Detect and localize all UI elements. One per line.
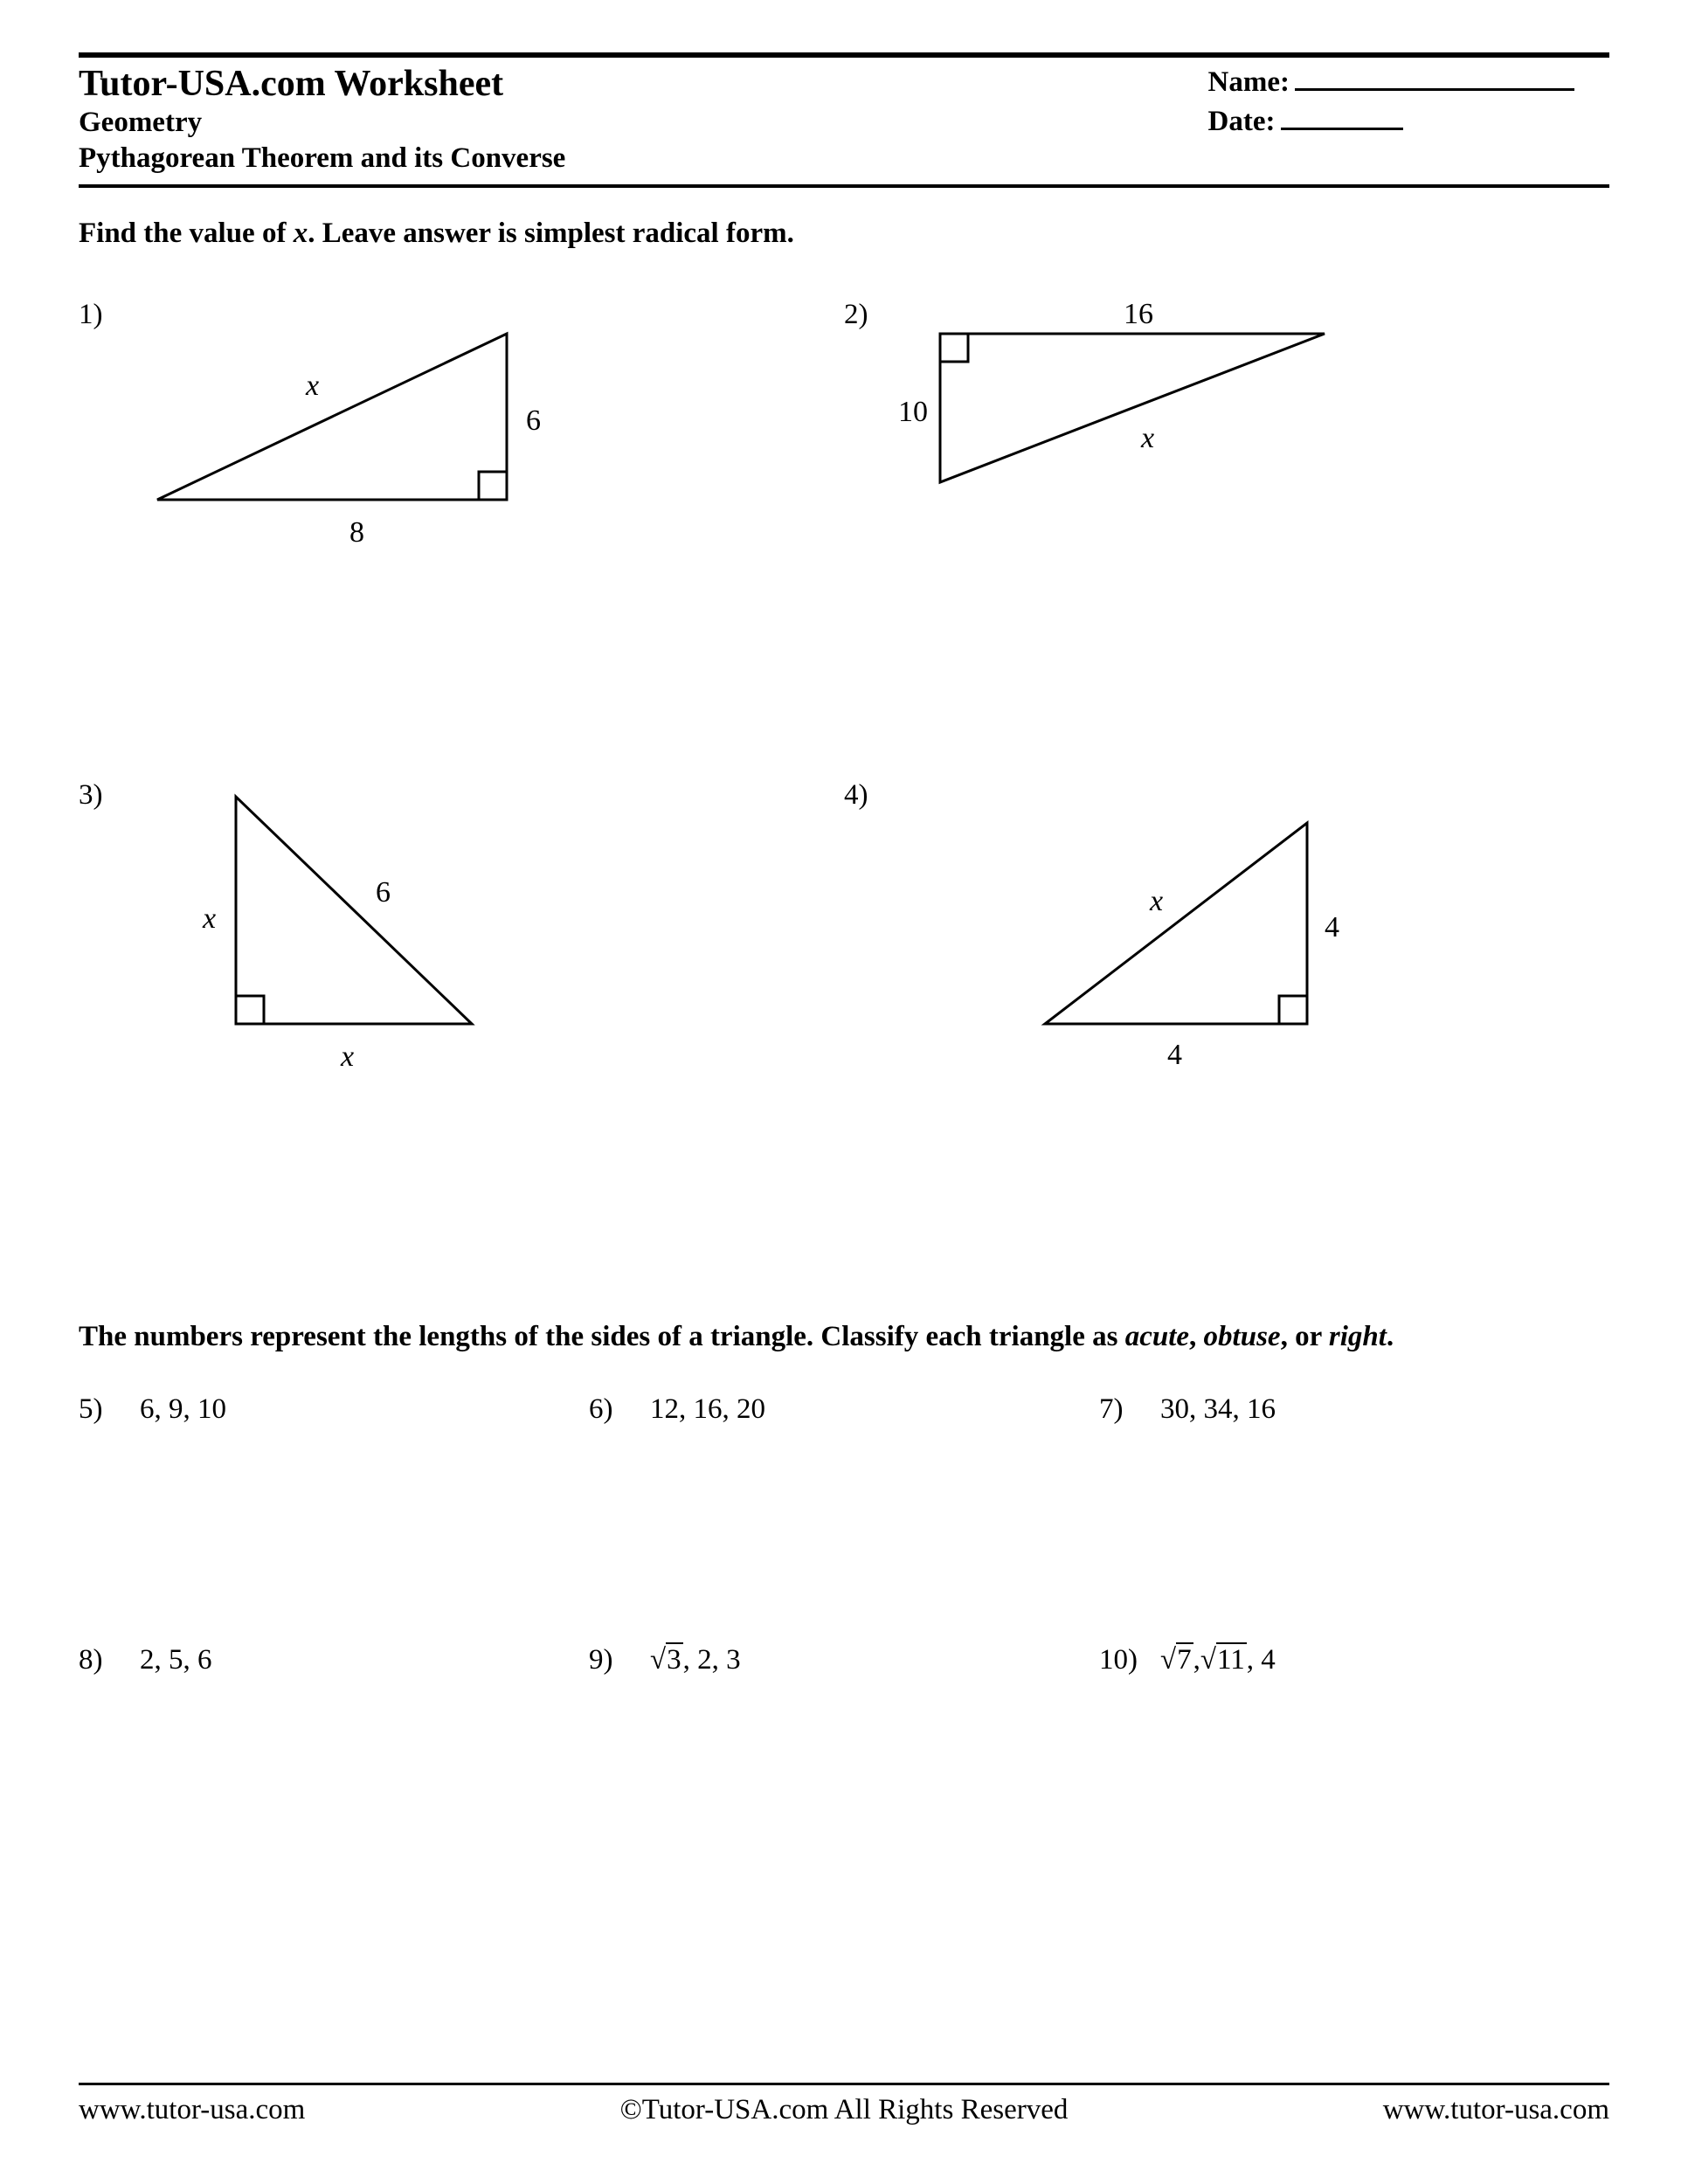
- footer-center: ©Tutor-USA.com All Rights Reserved: [620, 2094, 1069, 2126]
- header-right: Name: Date:: [1208, 63, 1609, 177]
- svg-text:x: x: [305, 370, 319, 402]
- date-field: Date:: [1208, 102, 1574, 142]
- footer-row: www.tutor-usa.com ©Tutor-USA.com All Rig…: [79, 2094, 1609, 2126]
- q10-expr: √7,√11, 4: [1160, 1644, 1276, 1676]
- question-8: 8) 2, 5, 6: [79, 1644, 589, 1676]
- date-label: Date:: [1208, 106, 1276, 137]
- name-label: Name:: [1208, 66, 1290, 98]
- question-2: 2) 16 10 x: [844, 290, 1609, 605]
- svg-text:6: 6: [526, 404, 541, 437]
- svg-text:4: 4: [1325, 911, 1339, 943]
- q2-number: 2): [844, 299, 896, 331]
- q3-number: 3): [79, 779, 131, 812]
- q10-rad-b: 11: [1216, 1642, 1247, 1676]
- q5-text: 6, 9, 10: [140, 1393, 226, 1426]
- worksheet-page: Tutor-USA.com Worksheet Geometry Pythago…: [0, 0, 1688, 2184]
- question-4: 4) x 4 4: [844, 771, 1609, 1155]
- q10-tail: , 4: [1247, 1644, 1276, 1676]
- svg-text:x: x: [202, 902, 216, 935]
- instr-obtuse: obtuse: [1204, 1321, 1281, 1352]
- q7-number: 7): [1099, 1393, 1160, 1426]
- instruction-find-x: Find the value of x. Leave answer is sim…: [79, 218, 1609, 250]
- worksheet-title: Tutor-USA.com Worksheet: [79, 63, 565, 105]
- q2-triangle: 16 10 x: [896, 299, 1351, 508]
- q9-expr: √3, 2, 3: [650, 1644, 741, 1676]
- instr-text: Find the value of: [79, 218, 294, 249]
- q10-sep: ,: [1193, 1644, 1200, 1676]
- sqrt-icon: √11: [1200, 1644, 1247, 1676]
- subject: Geometry: [79, 105, 565, 141]
- q4-number: 4): [844, 779, 896, 812]
- q10-rad-a: 7: [1176, 1642, 1193, 1676]
- svg-text:8: 8: [349, 516, 364, 549]
- topic: Pythagorean Theorem and its Converse: [79, 141, 565, 176]
- svg-text:16: 16: [1124, 299, 1153, 330]
- name-field: Name:: [1208, 63, 1574, 102]
- q9-mid: , 2, 3: [683, 1644, 741, 1676]
- date-blank[interactable]: [1281, 128, 1403, 130]
- instr-acute: acute: [1125, 1321, 1189, 1352]
- q5-number: 5): [79, 1393, 140, 1426]
- q8-number: 8): [79, 1644, 140, 1676]
- sqrt-icon: √7: [1160, 1644, 1193, 1676]
- svg-text:x: x: [1149, 885, 1163, 917]
- name-blank[interactable]: [1295, 88, 1574, 91]
- q9-rad: 3: [666, 1642, 683, 1676]
- q9-number: 9): [589, 1644, 650, 1676]
- q1-triangle: x 6 8: [131, 299, 568, 561]
- question-7: 7) 30, 34, 16: [1099, 1393, 1609, 1426]
- instr-period: .: [1387, 1321, 1394, 1352]
- q6-text: 12, 16, 20: [650, 1393, 765, 1426]
- svg-text:6: 6: [376, 876, 391, 909]
- instr-text: . Leave answer is simplest radical form.: [308, 218, 794, 249]
- footer: www.tutor-usa.com ©Tutor-USA.com All Rig…: [79, 2083, 1609, 2126]
- header-left: Tutor-USA.com Worksheet Geometry Pythago…: [79, 63, 565, 177]
- instr-sep: , or: [1281, 1321, 1329, 1352]
- q7-text: 30, 34, 16: [1160, 1393, 1276, 1426]
- question-5: 5) 6, 9, 10: [79, 1393, 589, 1426]
- question-6: 6) 12, 16, 20: [589, 1393, 1099, 1426]
- svg-text:x: x: [340, 1040, 354, 1073]
- question-9: 9) √3, 2, 3: [589, 1644, 1099, 1676]
- q8-text: 2, 5, 6: [140, 1644, 212, 1676]
- q1-number: 1): [79, 299, 131, 331]
- footer-left: www.tutor-usa.com: [79, 2094, 305, 2126]
- q6-number: 6): [589, 1393, 650, 1426]
- instr-right: right: [1329, 1321, 1387, 1352]
- instruction-classify: The numbers represent the lengths of the…: [79, 1321, 1609, 1353]
- sqrt-icon: √3: [650, 1644, 683, 1676]
- svg-text:4: 4: [1167, 1039, 1182, 1071]
- question-1: 1) x 6 8: [79, 290, 844, 605]
- figure-row-1: 1) x 6 8 2) 16 10 x: [79, 290, 1609, 605]
- header-rule: [79, 184, 1609, 188]
- q3-triangle: 6 x x: [183, 779, 515, 1085]
- footer-right: www.tutor-usa.com: [1383, 2094, 1609, 2126]
- question-3: 3) 6 x x: [79, 771, 844, 1155]
- q10-number: 10): [1099, 1644, 1160, 1676]
- header: Tutor-USA.com Worksheet Geometry Pythago…: [79, 58, 1609, 184]
- svg-text:x: x: [1140, 422, 1154, 454]
- text-row-1: 5) 6, 9, 10 6) 12, 16, 20 7) 30, 34, 16: [79, 1393, 1609, 1426]
- instr-sep: ,: [1189, 1321, 1204, 1352]
- figure-row-2: 3) 6 x x 4) x 4 4: [79, 771, 1609, 1155]
- question-10: 10) √7,√11, 4: [1099, 1644, 1609, 1676]
- svg-text:10: 10: [898, 396, 928, 428]
- q4-triangle: x 4 4: [1010, 779, 1359, 1085]
- text-row-2: 8) 2, 5, 6 9) √3, 2, 3 10) √7,√11, 4: [79, 1644, 1609, 1676]
- instr-text: The numbers represent the lengths of the…: [79, 1321, 1125, 1352]
- footer-rule: [79, 2083, 1609, 2085]
- instr-var: x: [294, 218, 308, 249]
